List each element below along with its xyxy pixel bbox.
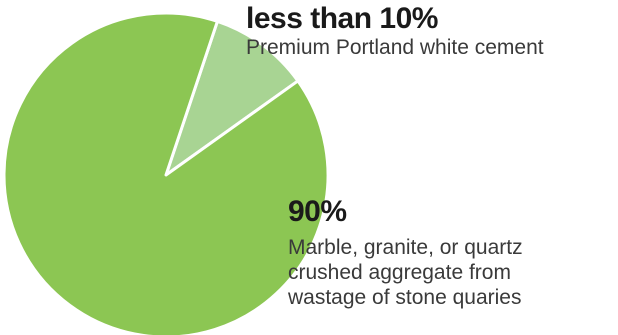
pie-slice-cement xyxy=(164,19,300,177)
slice-description-aggregate-line-3: wastage of stone quaries xyxy=(288,286,522,309)
slice-value-aggregate: 90% xyxy=(288,195,347,228)
slice-value-cement: less than 10% xyxy=(246,2,438,35)
pie-slice-aggregate xyxy=(2,11,330,335)
slice-description-cement-line-1: Premium Portland white cement xyxy=(246,36,544,59)
slice-label-aggregate: 90% Marble, granite, or quartz crushed a… xyxy=(288,196,523,310)
slice-label-cement: less than 10% Premium Portland white cem… xyxy=(246,3,544,60)
slice-description-aggregate-line-2: crushed aggregate from xyxy=(288,261,511,284)
slice-description-aggregate-line-1: Marble, granite, or quartz xyxy=(288,236,523,259)
